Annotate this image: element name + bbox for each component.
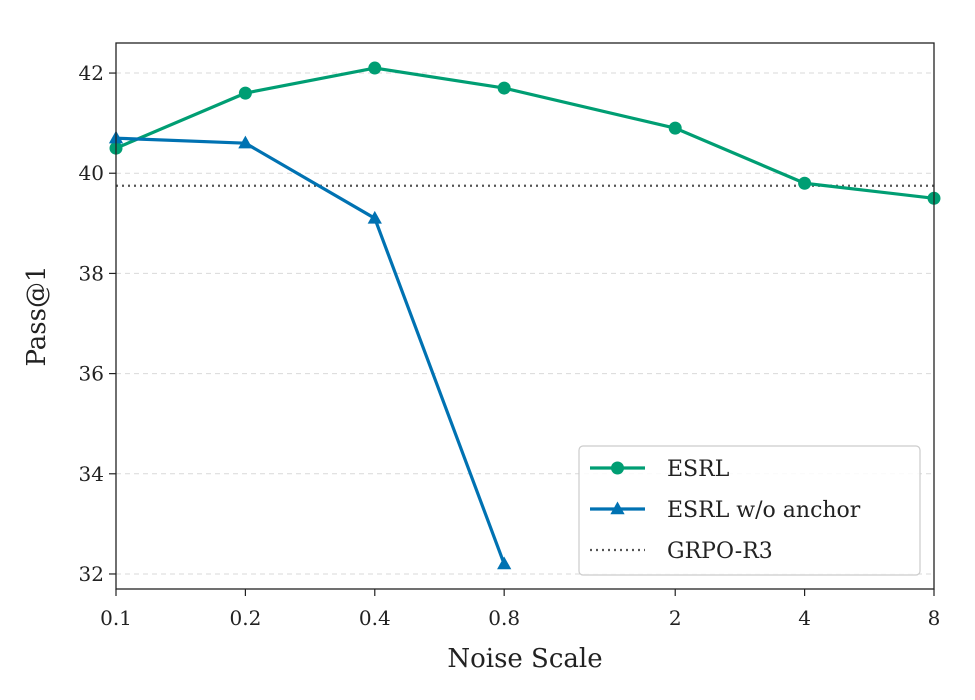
- data-point-circle: [798, 176, 812, 190]
- plot-frame: [115, 42, 935, 590]
- data-point-triangle: [367, 210, 382, 224]
- x-tick-label: 0.1: [100, 606, 132, 630]
- data-point-triangle: [497, 556, 512, 570]
- y-tick-label: 32: [79, 562, 104, 586]
- y-tick-label: 42: [79, 61, 104, 85]
- legend-marker-circle: [611, 461, 624, 475]
- x-axis-ticks: 0.1 0.2 0.4 0.8 2 4 8: [100, 589, 940, 630]
- data-point-circle: [368, 61, 382, 75]
- x-tick-label: 0.2: [229, 606, 261, 630]
- series-line-esrl: [115, 66, 935, 200]
- legend-label: ESRL w/o anchor: [667, 498, 861, 523]
- data-point-circle: [238, 86, 252, 100]
- legend-label: ESRL: [667, 457, 730, 482]
- y-tick-label: 40: [79, 161, 104, 185]
- x-tick-label: 0.8: [488, 606, 520, 630]
- legend-box: [578, 445, 921, 576]
- y-axis-label: Pass@1: [22, 265, 52, 366]
- legend-label: GRPO-R3: [667, 539, 773, 564]
- series-layer: [108, 61, 941, 570]
- legend: ESRL ESRL w/o anchor GRPO-R3: [578, 445, 921, 576]
- legend-entries: ESRL ESRL w/o anchor GRPO-R3: [590, 457, 861, 564]
- grid-layer: [116, 72, 934, 575]
- data-point-triangle: [238, 135, 253, 149]
- legend-marker-triangle: [610, 501, 625, 515]
- y-axis-ticks: 32 34 36 38 40 42: [79, 61, 116, 586]
- x-tick-label: 2: [669, 606, 682, 630]
- x-tick-label: 0.4: [359, 606, 391, 630]
- series-line-esrl-wo-anchor: [115, 136, 506, 565]
- data-point-circle: [668, 121, 682, 135]
- y-tick-label: 38: [79, 261, 104, 285]
- y-tick-label: 34: [79, 462, 104, 486]
- y-tick-label: 36: [79, 362, 104, 386]
- x-tick-label: 4: [798, 606, 811, 630]
- x-tick-label: 8: [928, 606, 941, 630]
- x-axis-label: Noise Scale: [447, 644, 602, 674]
- data-point-circle: [497, 81, 511, 95]
